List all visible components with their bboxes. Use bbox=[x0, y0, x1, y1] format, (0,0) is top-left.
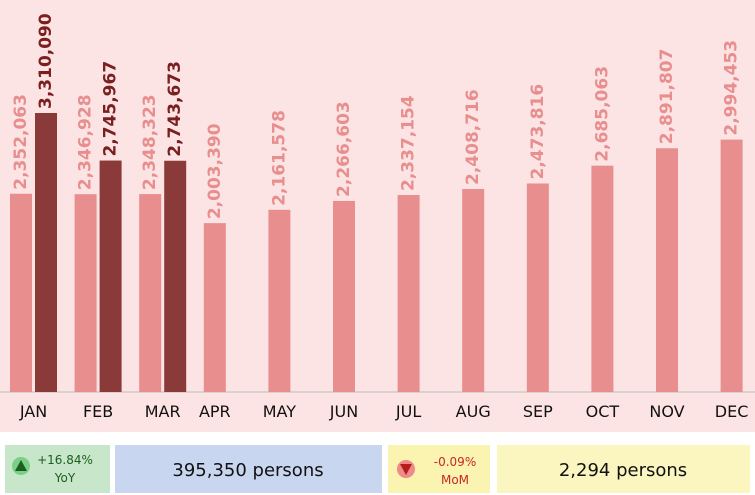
x-tick-label: JUL bbox=[395, 402, 421, 421]
x-tick-label: DEC bbox=[715, 402, 749, 421]
bar bbox=[139, 194, 162, 392]
x-tick-label: NOV bbox=[649, 402, 684, 421]
mom-amount: 2,294 persons bbox=[559, 460, 687, 481]
plot-background bbox=[0, 0, 755, 432]
bar bbox=[333, 200, 355, 392]
bar bbox=[164, 160, 187, 392]
bar bbox=[203, 223, 226, 392]
value-label: 2,003,390 bbox=[205, 123, 225, 219]
x-tick-label: OCT bbox=[586, 402, 620, 421]
up-arrow bbox=[15, 460, 27, 471]
value-label: 2,348,323 bbox=[140, 94, 160, 190]
x-tick-label: MAR bbox=[145, 402, 181, 421]
bar bbox=[74, 194, 97, 392]
x-tick-label: JAN bbox=[19, 402, 47, 421]
mom-amount-box bbox=[497, 445, 750, 493]
value-label: 2,337,154 bbox=[399, 95, 419, 191]
mom-change: -0.09% bbox=[434, 455, 476, 469]
bar bbox=[720, 139, 743, 392]
value-label: 3,310,090 bbox=[36, 13, 56, 109]
value-label: 2,685,063 bbox=[592, 66, 612, 162]
x-tick-label: FEB bbox=[83, 402, 113, 421]
value-label: 2,745,967 bbox=[101, 61, 121, 157]
yoy-label: YoY bbox=[54, 471, 76, 485]
x-tick-label: MAY bbox=[263, 402, 297, 421]
value-label: 2,473,816 bbox=[528, 84, 548, 180]
x-tick-label: SEP bbox=[523, 402, 553, 421]
down-arrow bbox=[400, 464, 412, 475]
bar bbox=[35, 113, 57, 392]
bar bbox=[10, 193, 32, 392]
value-label: 2,743,673 bbox=[165, 61, 185, 157]
yoy-amount-box bbox=[115, 445, 382, 493]
value-label: 2,994,453 bbox=[722, 40, 742, 136]
yoy-amount: 395,350 persons bbox=[172, 460, 323, 481]
value-label: 2,408,716 bbox=[463, 89, 483, 185]
mom-label: MoM bbox=[441, 473, 469, 487]
value-label: 2,266,603 bbox=[334, 101, 354, 197]
bar bbox=[591, 165, 614, 392]
value-label: 2,891,807 bbox=[657, 49, 677, 145]
x-tick-label: APR bbox=[199, 402, 231, 421]
value-label: 2,161,578 bbox=[269, 110, 289, 206]
bar bbox=[526, 183, 549, 392]
bar bbox=[397, 195, 420, 392]
x-tick-label: JUN bbox=[329, 402, 358, 421]
x-tick-label: AUG bbox=[456, 402, 491, 421]
value-label: 2,346,928 bbox=[76, 94, 96, 190]
bar bbox=[656, 148, 678, 392]
yoy-change: +16.84% bbox=[37, 453, 93, 467]
bar bbox=[462, 188, 485, 392]
bar bbox=[268, 209, 291, 392]
value-label: 2,352,063 bbox=[11, 94, 31, 190]
bar bbox=[99, 160, 122, 392]
